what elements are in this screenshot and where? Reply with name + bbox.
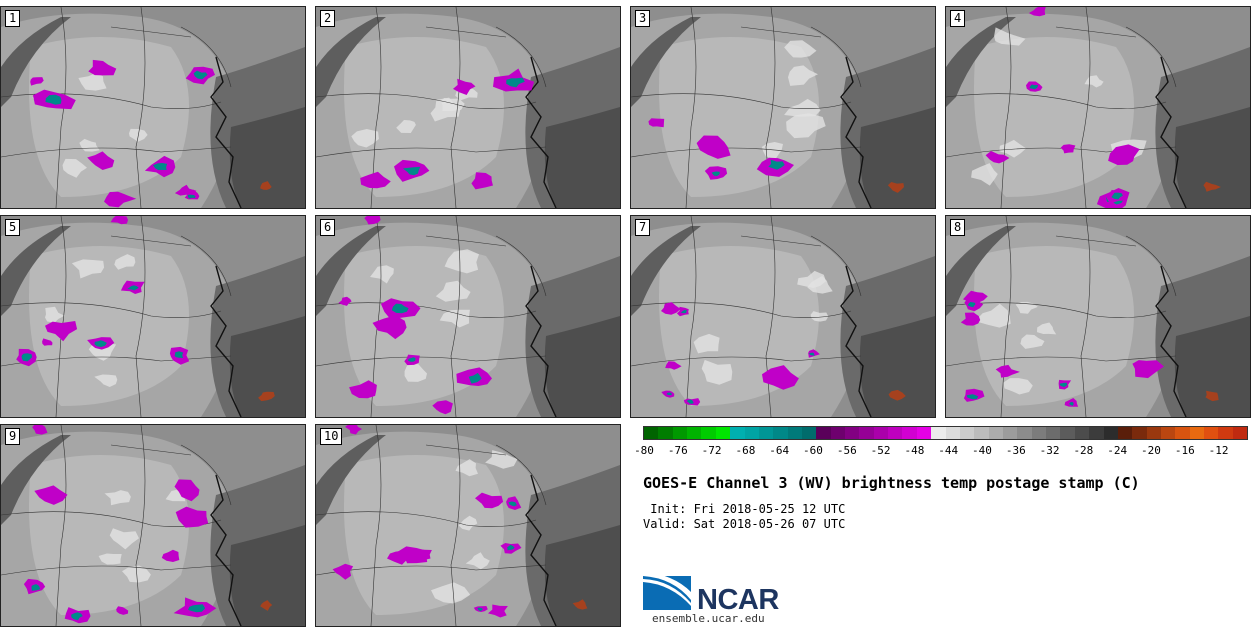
colorbar-swatch — [1103, 427, 1118, 439]
colorbar-tick-label: -64 — [769, 444, 790, 457]
map-panel: 10 — [315, 424, 621, 627]
panel-label: 2 — [320, 10, 336, 27]
colorbar-swatch — [816, 427, 831, 439]
wv-map — [1, 425, 305, 626]
colorbar-tick-label: -28 — [1073, 444, 1094, 457]
colorbar-swatch — [658, 427, 673, 439]
colorbar-swatch — [758, 427, 774, 439]
colorbar-swatch — [687, 427, 702, 439]
wv-map — [316, 7, 620, 208]
colorbar-swatch — [888, 427, 903, 439]
wv-map — [316, 216, 620, 417]
map-panel: 3 — [630, 6, 936, 209]
colorbar-ticks: -80 -76 -72 -68 -64 -60 -56 -52 -48 -44 -40 -36 -32-… — [634, 444, 1248, 460]
colorbar-swatch — [1060, 427, 1075, 439]
wv-map — [946, 7, 1250, 208]
map-panel: 4 — [945, 6, 1251, 209]
colorbar-swatch — [1204, 427, 1219, 439]
colorbar-swatch — [801, 427, 817, 439]
colorbar-swatch — [1074, 427, 1090, 439]
colorbar-tick-label: -68 — [735, 444, 756, 457]
colorbar-swatch — [988, 427, 1003, 439]
panel-label: 5 — [5, 219, 21, 236]
colorbar-tick-label: -36 — [1005, 444, 1026, 457]
colorbar-swatch — [701, 427, 716, 439]
init-time: Init: Fri 2018-05-25 12 UTC — [643, 502, 846, 516]
colorbar-swatch — [945, 427, 960, 439]
colorbar-tick-label: -44 — [938, 444, 959, 457]
wv-map — [631, 7, 935, 208]
map-panel: 2 — [315, 6, 621, 209]
colorbar-tick-label: -40 — [972, 444, 992, 457]
colorbar-swatch — [959, 427, 975, 439]
colorbar-swatch — [1132, 427, 1147, 439]
panel-label: 3 — [635, 10, 651, 27]
map-panel: 6 — [315, 215, 621, 418]
colorbar-tick-label: -16 — [1174, 444, 1195, 457]
colorbar-tick-label: -80 — [634, 444, 654, 457]
wv-map — [946, 216, 1250, 417]
colorbar-swatch — [744, 427, 759, 439]
wv-map — [316, 425, 620, 626]
colorbar-swatch — [715, 427, 731, 439]
colorbar-swatch — [1175, 427, 1190, 439]
colorbar-swatch — [672, 427, 688, 439]
colorbar-tick-label: -52 — [870, 444, 891, 457]
colorbar-swatch — [873, 427, 889, 439]
colorbar-swatch — [644, 427, 659, 439]
panel-label: 1 — [5, 10, 21, 27]
colorbar-swatch — [1146, 427, 1161, 439]
panel-label: 10 — [320, 428, 343, 445]
panel-label: 8 — [950, 219, 966, 236]
wv-map — [1, 7, 305, 208]
colorbar-tick-label: -76 — [667, 444, 688, 457]
colorbar-tick-label: -24 — [1107, 444, 1128, 457]
colorbar-swatch — [1232, 427, 1248, 439]
map-panel: 1 — [0, 6, 306, 209]
map-panel: 9 — [0, 424, 306, 627]
colorbar-swatch — [773, 427, 788, 439]
colorbar-swatch — [974, 427, 989, 439]
colorbar-swatch — [1046, 427, 1061, 439]
panel-label: 6 — [320, 219, 336, 236]
colorbar-tick-label: -60 — [803, 444, 823, 457]
colorbar-tick-label: -12 — [1208, 444, 1229, 457]
figure-title: GOES-E Channel 3 (WV) brightness temp po… — [643, 474, 1140, 492]
ncar-logo-text: NCAR — [697, 584, 779, 616]
colorbar-swatch — [1089, 427, 1104, 439]
colorbar-swatch — [845, 427, 860, 439]
map-panel: 7 — [630, 215, 936, 418]
panel-label: 4 — [950, 10, 966, 27]
colorbar-swatch — [787, 427, 802, 439]
colorbar-swatch — [1117, 427, 1133, 439]
map-panel: 5 — [0, 215, 306, 418]
colorbar-swatch — [1017, 427, 1032, 439]
map-panel: 8 — [945, 215, 1251, 418]
wv-map — [631, 216, 935, 417]
logo-url[interactable]: ensemble.ucar.edu — [652, 612, 765, 625]
colorbar-swatch — [902, 427, 917, 439]
colorbar-swatch — [1160, 427, 1176, 439]
colorbar-swatch — [859, 427, 874, 439]
panel-label: 9 — [5, 428, 21, 445]
colorbar-tick-label: -32 — [1039, 444, 1060, 457]
ncar-logo-icon — [643, 572, 691, 610]
panel-label: 7 — [635, 219, 651, 236]
colorbar-swatch — [1031, 427, 1047, 439]
colorbar-swatch — [931, 427, 946, 439]
colorbar-tick-label: -48 — [904, 444, 925, 457]
colorbar — [643, 426, 1248, 440]
colorbar-tick-label: -20 — [1141, 444, 1161, 457]
colorbar-swatch — [916, 427, 932, 439]
colorbar-swatch — [1189, 427, 1205, 439]
colorbar-tick-label: -56 — [836, 444, 857, 457]
colorbar-tick-label: -72 — [701, 444, 722, 457]
wv-map — [1, 216, 305, 417]
colorbar-swatch — [830, 427, 846, 439]
colorbar-swatch — [730, 427, 745, 439]
colorbar-swatch — [1218, 427, 1233, 439]
valid-time: Valid: Sat 2018-05-26 07 UTC — [643, 517, 846, 531]
colorbar-swatch — [1002, 427, 1018, 439]
